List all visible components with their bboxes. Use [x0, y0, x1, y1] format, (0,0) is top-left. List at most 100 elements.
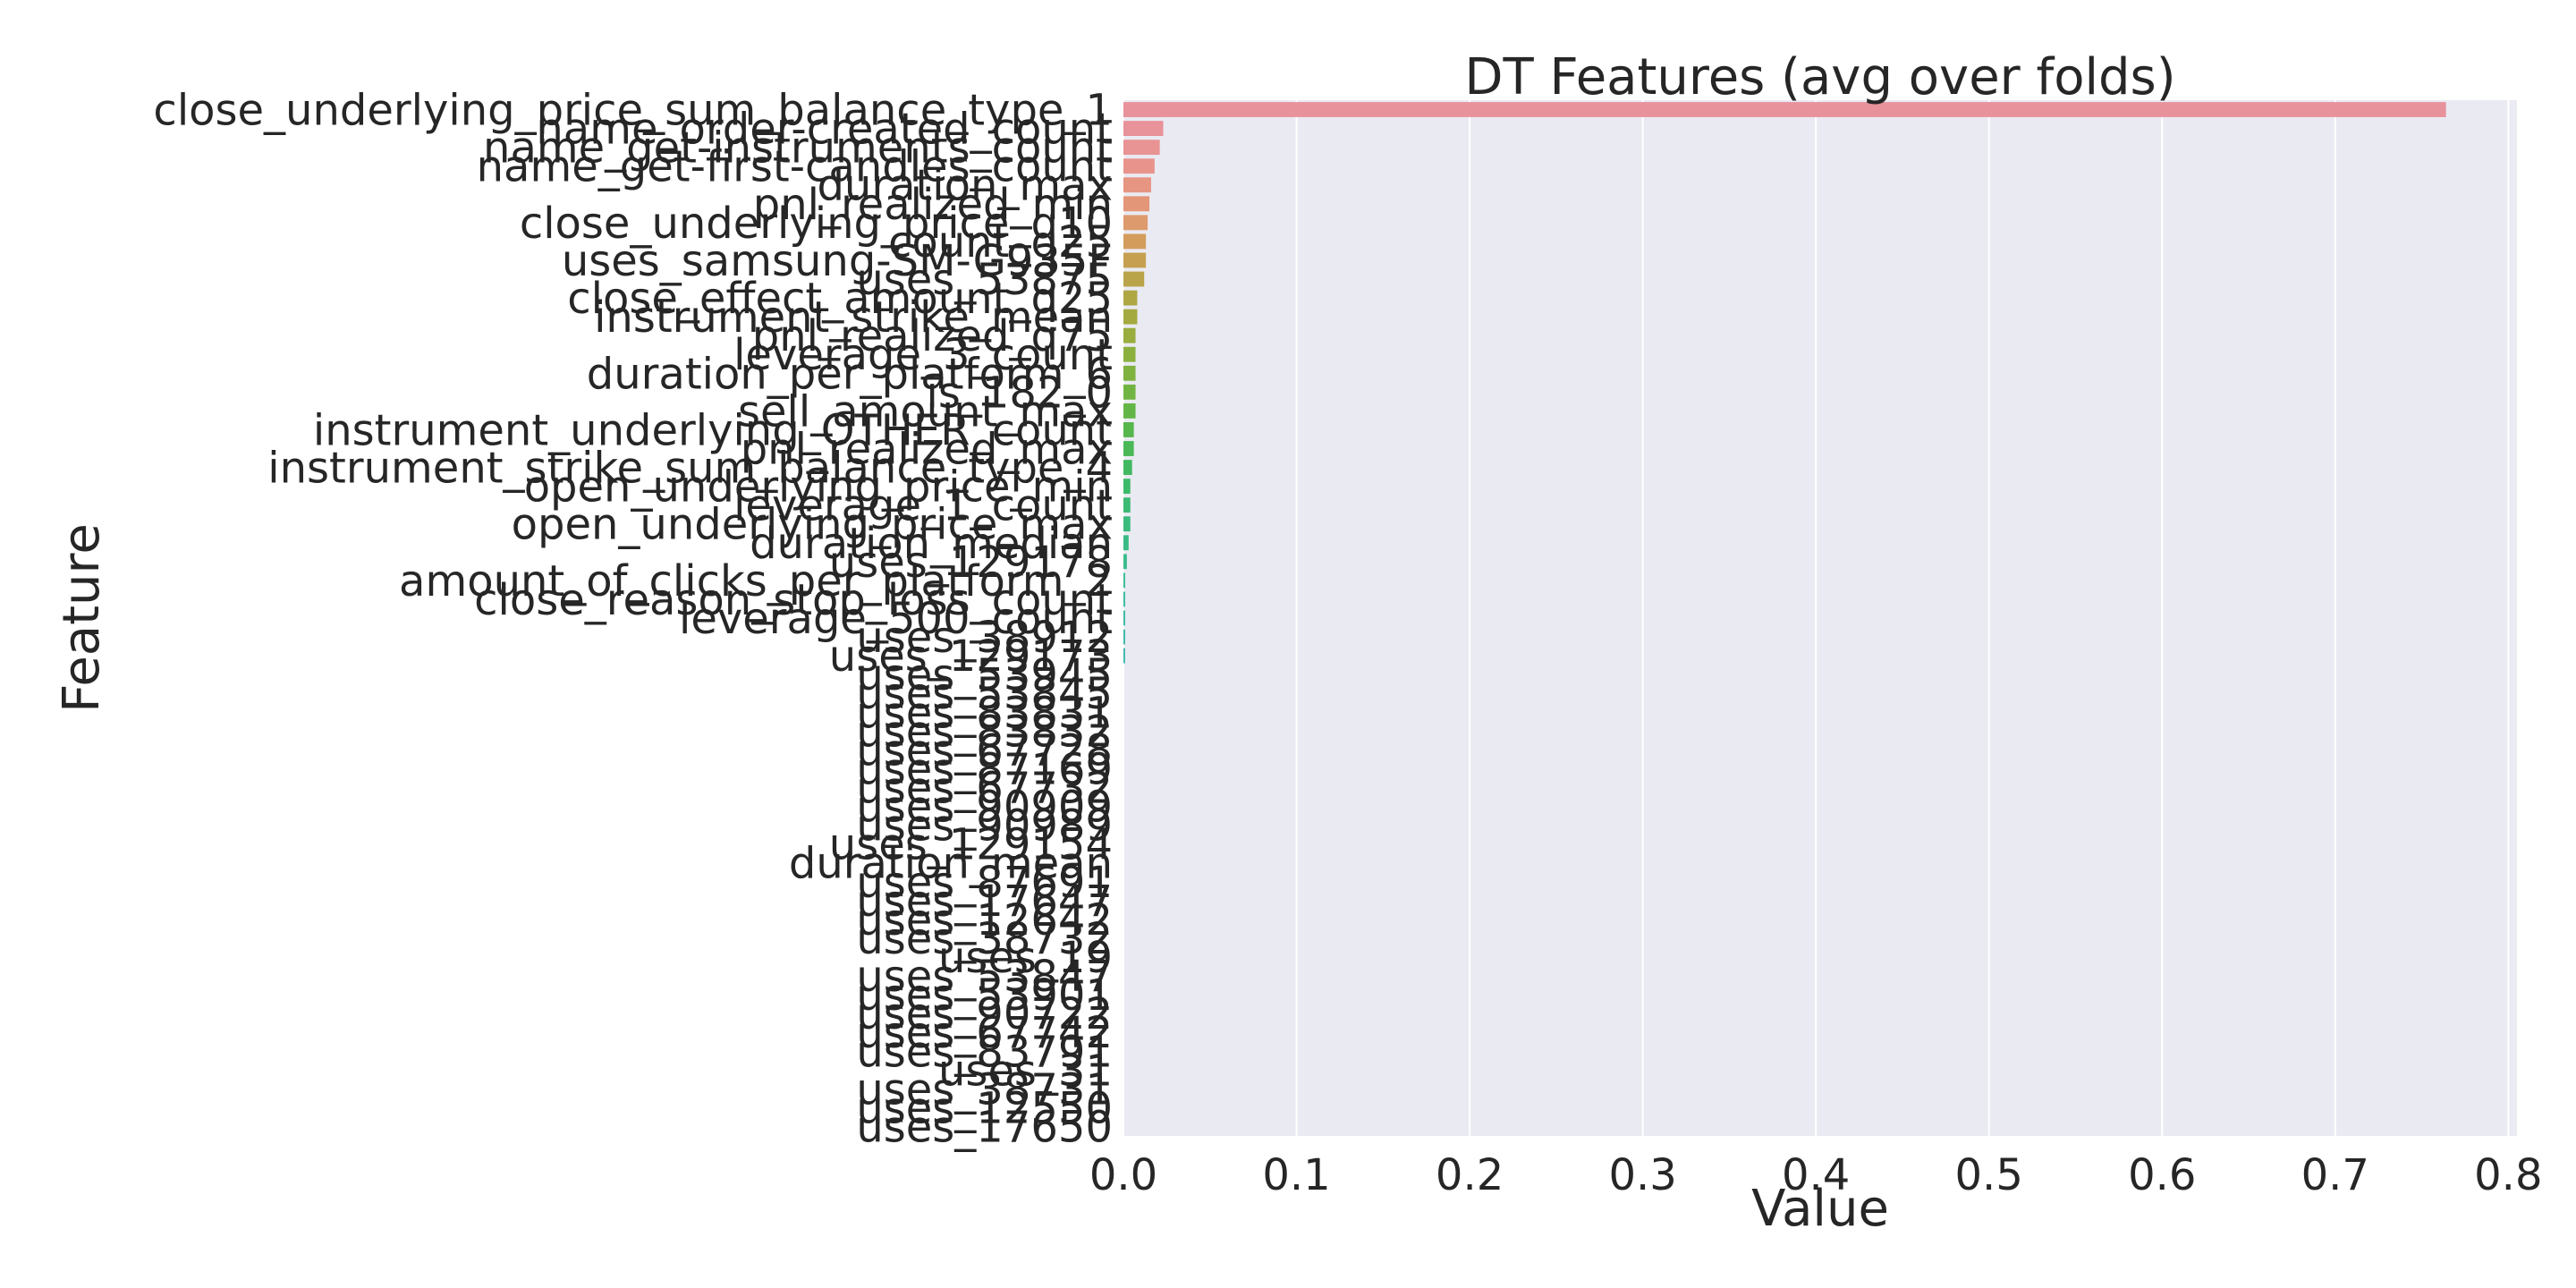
- y-tick-label: uses_83791: [856, 1027, 1113, 1077]
- y-tick-label: uses_53875: [856, 255, 1113, 305]
- grid-lines: [1123, 100, 2510, 1136]
- y-tick-label: uses_17647: [856, 877, 1113, 927]
- x-tick-label: 0.0: [1089, 1150, 1157, 1200]
- y-tick-label: name_get-first-candles_count: [477, 142, 1113, 192]
- y-tick-label: duration_median: [750, 519, 1113, 569]
- bar-close_underlying_price_q10: [1123, 215, 1148, 231]
- bar-duration_per_platform_6: [1123, 365, 1136, 381]
- bars: [1123, 102, 2446, 664]
- bar-instrument_underlying_OTHER_count: [1123, 422, 1134, 437]
- y-tick-label: close_effect_amount_q25: [567, 274, 1113, 324]
- bar-leverage_1_count: [1123, 497, 1131, 513]
- bar-pnl_realized_min: [1123, 196, 1150, 212]
- y-tick-label: leverage_1_count: [733, 481, 1113, 531]
- x-tick-label: 0.1: [1262, 1150, 1330, 1200]
- bar-duration_median: [1123, 535, 1129, 551]
- y-tick-label: uses_12550: [856, 1083, 1113, 1133]
- y-tick-label: duration_per_platform_6: [587, 349, 1113, 399]
- y-tick-label: is_182_0: [927, 368, 1114, 418]
- x-tick-label: 0.5: [1955, 1150, 2023, 1200]
- y-tick-label: close_underlying_price_q10: [520, 199, 1113, 249]
- x-tick-label: 0.4: [1782, 1150, 1850, 1200]
- plot-background: [1123, 100, 2517, 1136]
- x-tick-label: 0.3: [1608, 1150, 1676, 1200]
- bar-is_182_0: [1123, 384, 1136, 400]
- bar-name_get-first-candles_count: [1123, 158, 1155, 174]
- x-tick-label: 0.8: [2474, 1150, 2542, 1200]
- y-tick-label: uses_90722: [856, 989, 1113, 1039]
- x-axis-label: Value: [1751, 1180, 1889, 1238]
- y-tick-label: duration_mean: [789, 839, 1113, 889]
- y-tick-label: uses_53845: [856, 669, 1113, 719]
- y-tick-label: uses_38731: [856, 1064, 1113, 1114]
- y-tick-label: uses_67728: [856, 725, 1113, 775]
- y-tick-label: open_underlying_price_min: [524, 462, 1113, 513]
- y-tick-label: pnl_realized_q75: [752, 311, 1113, 361]
- bar-leverage_500_count: [1123, 610, 1125, 626]
- bar-pnl_realized_max: [1123, 441, 1134, 456]
- y-tick-label: uses_83832: [856, 707, 1113, 757]
- y-tick-label: duration_max: [817, 161, 1113, 211]
- y-tick-label: count_q25: [888, 217, 1113, 267]
- bar-pnl_realized_q75: [1123, 327, 1136, 343]
- y-tick-label: uses_53901: [856, 970, 1113, 1021]
- bar-leverage_3_count: [1123, 346, 1136, 362]
- y-tick-label: uses_129173: [829, 631, 1113, 682]
- y-tick-label: name_order-created_count: [536, 105, 1113, 155]
- y-tick-label: instrument_underlying_OTHER_count: [313, 405, 1113, 455]
- y-tick-label: uses_38912: [856, 613, 1113, 663]
- bar-uses_129173: [1123, 648, 1125, 664]
- bar-amount_of_clicks_per_platform_2: [1123, 572, 1125, 589]
- y-tick-label: uses_53847: [856, 952, 1113, 1002]
- y-tick-label: instrument_strike_sum_balance_type_4: [267, 444, 1113, 494]
- bar-uses_38912: [1123, 629, 1125, 645]
- y-tick-label: uses_129154: [829, 820, 1113, 870]
- y-tick-label: leverage_3_count: [733, 330, 1113, 380]
- bar-instrument_strike_sum_balance_type_4: [1123, 460, 1132, 475]
- chart-title: DT Features (avg over folds): [1464, 48, 2175, 106]
- y-tick-label: uses_19: [938, 933, 1113, 983]
- bar-count_q25: [1123, 233, 1147, 250]
- y-tick-label: uses_67732: [856, 763, 1113, 813]
- bar-open_underlying_price_min: [1123, 479, 1131, 495]
- bar-uses_samsung-SM-G935F: [1123, 252, 1147, 268]
- y-tick-label: uses_samsung-SM-G935F: [562, 236, 1113, 286]
- y-tick-label: uses_90909: [856, 783, 1113, 833]
- y-tick-label: instrument_strike_mean: [594, 292, 1113, 343]
- x-tick-label: 0.6: [2128, 1150, 2196, 1200]
- bar-name_order-created_count: [1123, 121, 1164, 137]
- y-tick-label: pnl_realized_max: [741, 425, 1113, 475]
- bar-duration_max: [1123, 177, 1151, 193]
- y-tick-label: uses_129178: [829, 538, 1113, 588]
- bar-uses_53875: [1123, 271, 1145, 287]
- y-tick-label: uses_87691: [856, 858, 1113, 908]
- y-tick-label: pnl_realized_min: [753, 180, 1113, 230]
- y-tick-label: uses_67742: [856, 1008, 1113, 1058]
- bar-name_get-instruments_count: [1123, 140, 1160, 156]
- x-tick-labels: 0.0 0.1 0.2 0.3 0.4 0.5 0.6 0.7 0.8: [1089, 1150, 2543, 1200]
- y-tick-label: close_underlying_price_sum_balance_type_…: [153, 86, 1113, 136]
- bar-open_underlying_price_max: [1123, 516, 1131, 532]
- y-tick-label: amount_of_clicks_per_platform_2: [399, 556, 1113, 606]
- bar-close_underlying_price_sum_balance_type_1: [1123, 102, 2446, 117]
- y-tick-label: close_reason_stop_loss_count: [474, 575, 1113, 625]
- x-tick-label: 0.7: [2301, 1150, 2369, 1200]
- bar-close_effect_amount_q25: [1123, 290, 1138, 306]
- bar-instrument_strike_mean: [1123, 309, 1138, 325]
- y-tick-label: open_underlying_price_max: [512, 500, 1113, 550]
- bar-uses_129178: [1123, 554, 1127, 570]
- y-tick-label: uses_12642: [856, 895, 1113, 945]
- y-tick-label: uses_17650: [856, 1102, 1113, 1152]
- y-tick-label: uses_87169: [856, 744, 1113, 794]
- bar-close_reason_stop_loss_count: [1123, 591, 1125, 607]
- y-tick-label: uses_53945: [856, 650, 1113, 700]
- x-tick-label: 0.2: [1436, 1150, 1504, 1200]
- y-axis-label: Feature: [53, 523, 111, 713]
- y-tick-label: uses_31: [938, 1046, 1113, 1096]
- bar-sell_amount_max: [1123, 402, 1136, 419]
- y-tick-label: uses_38732: [856, 914, 1113, 964]
- y-tick-label: uses_90989: [856, 801, 1113, 852]
- y-tick-label: uses_83831: [856, 688, 1113, 738]
- y-tick-labels: close_underlying_price_sum_balance_type_…: [153, 86, 1113, 1153]
